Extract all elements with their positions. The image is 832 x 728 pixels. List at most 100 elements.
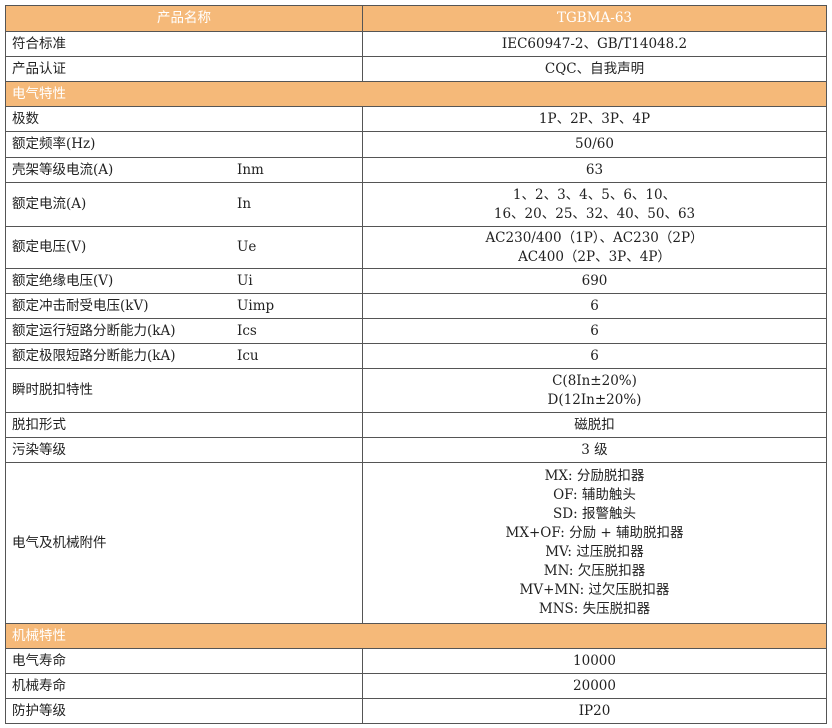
- row-value: MX+OF: 分励 + 辅助脱扣器: [505, 525, 684, 541]
- row-value-cell: 20000: [362, 673, 827, 699]
- row-value: IP20: [578, 702, 611, 719]
- row-value: AC400（2P、3P、4P）: [518, 248, 671, 265]
- table-row: 机械寿命 20000: [5, 673, 827, 699]
- table-row: 防护等级 IP20: [5, 698, 827, 724]
- row-value-cell: 1P、2P、3P、4P: [362, 106, 827, 132]
- row-value-cell: 1、2、3、4、5、6、10、 16、20、25、32、40、50、63: [362, 182, 827, 227]
- row-label: 防护等级: [12, 702, 66, 719]
- row-label: 额定冲击耐受电压(kV): [12, 297, 149, 314]
- row-symbol: In: [237, 196, 252, 212]
- row-symbol: Icu: [237, 347, 259, 364]
- row-value-cell: 690: [362, 268, 827, 294]
- row-label: 额定绝缘电压(V): [12, 272, 114, 289]
- row-value: 6: [590, 347, 599, 364]
- row-value: CQC、自我声明: [544, 60, 645, 77]
- table-row: 产品认证 CQC、自我声明: [5, 56, 827, 82]
- row-value: 10000: [573, 652, 616, 669]
- table-row: 额定电流(A) In 1、2、3、4、5、6、10、 16、20、25、32、40、5…: [5, 182, 827, 227]
- row-symbol: Uimp: [237, 297, 275, 314]
- row-label: 机械寿命: [12, 677, 66, 694]
- table-row: 额定冲击耐受电压(kV) Uimp 6: [5, 293, 827, 319]
- section-row: 电气特性: [5, 81, 827, 107]
- row-label: 额定极限短路分断能力(kA): [12, 347, 176, 364]
- table-row: 额定运行短路分断能力(kA) Ics 6: [5, 318, 827, 344]
- row-label-cell: 产品认证: [5, 56, 363, 82]
- row-label: 瞬时脱扣特性: [12, 382, 93, 398]
- row-label-cell: 额定冲击耐受电压(kV) Uimp: [5, 293, 363, 319]
- header-label: 产品名称: [5, 5, 363, 32]
- row-value: MX: 分励脱扣器: [544, 468, 645, 484]
- row-label: 额定电流(A): [12, 196, 87, 212]
- row-value-cell: 6: [362, 318, 827, 344]
- row-symbol: Ics: [237, 322, 257, 339]
- section-title: 电气特性: [5, 81, 827, 107]
- row-label: 电气寿命: [12, 652, 66, 669]
- row-label: 极数: [12, 110, 39, 127]
- row-label: 脱扣形式: [12, 416, 66, 433]
- header-value: TGBMA-63: [362, 5, 827, 32]
- row-value-cell: CQC、自我声明: [362, 56, 827, 82]
- row-value: OF: 辅助触头: [553, 487, 636, 503]
- row-label-cell: 额定极限短路分断能力(kA) Icu: [5, 343, 363, 369]
- table-row: 额定绝缘电压(V) Ui 690: [5, 268, 827, 294]
- header-row: 产品名称 TGBMA-63: [5, 5, 827, 32]
- section-row: 机械特性: [5, 623, 827, 649]
- table-row: 壳架等级电流(A) Inm 63: [5, 157, 827, 183]
- row-label: 电气及机械附件: [12, 534, 107, 551]
- row-value-cell: IP20: [362, 698, 827, 724]
- row-value: 磁脱扣: [574, 416, 615, 433]
- row-label: 额定运行短路分断能力(kA): [12, 322, 176, 339]
- row-value-cell: 63: [362, 157, 827, 183]
- row-value-cell: AC230/400（1P）、AC230（2P） AC400（2P、3P、4P）: [362, 226, 827, 269]
- table-row: 额定频率(Hz) 50/60: [5, 131, 827, 158]
- row-label-cell: 机械寿命: [5, 673, 363, 699]
- table-row: 瞬时脱扣特性 C(8In±20%) D(12In±20%): [5, 368, 827, 413]
- row-label: 符合标准: [12, 35, 66, 52]
- row-value-cell: 磁脱扣: [362, 412, 827, 438]
- row-label-cell: 电气及机械附件: [5, 462, 363, 624]
- row-value-cell: 6: [362, 343, 827, 369]
- row-value: MV+MN: 过欠压脱扣器: [519, 582, 670, 598]
- row-value-cell: 50/60: [362, 131, 827, 158]
- row-value: 6: [590, 322, 599, 339]
- row-label-cell: 壳架等级电流(A) Inm: [5, 157, 363, 183]
- row-value: C(8In±20%): [552, 372, 637, 389]
- row-label: 污染等级: [12, 441, 66, 458]
- row-value: 1、2、3、4、5、6、10、: [512, 186, 677, 203]
- row-label-cell: 污染等级: [5, 437, 363, 463]
- table-row: 脱扣形式 磁脱扣: [5, 412, 827, 438]
- row-label-cell: 额定频率(Hz): [5, 131, 363, 158]
- row-label-cell: 额定运行短路分断能力(kA) Ics: [5, 318, 363, 344]
- table-row: 额定电压(V) Ue AC230/400（1P）、AC230（2P） AC400（2P…: [5, 226, 827, 269]
- table-row: 额定极限短路分断能力(kA) Icu 6: [5, 343, 827, 369]
- row-value: IEC60947-2、GB/T14048.2: [501, 35, 688, 52]
- table-row: 电气寿命 10000: [5, 648, 827, 674]
- spec-table: 产品名称 TGBMA-63 符合标准 IEC60947-2、GB/T14048.2…: [5, 5, 827, 724]
- row-label-cell: 额定绝缘电压(V) Ui: [5, 268, 363, 294]
- row-value: AC230/400（1P）、AC230（2P）: [485, 229, 704, 246]
- row-symbol: Ue: [237, 239, 257, 255]
- row-value: 6: [590, 297, 599, 314]
- row-value: MV: 过压脱扣器: [545, 544, 644, 560]
- row-value-cell: 10000: [362, 648, 827, 674]
- row-label-cell: 极数: [5, 106, 363, 132]
- row-label-cell: 符合标准: [5, 31, 363, 57]
- row-value: 63: [585, 161, 604, 178]
- row-label: 壳架等级电流(A): [12, 161, 114, 178]
- table-row: 符合标准 IEC60947-2、GB/T14048.2: [5, 31, 827, 57]
- row-value-cell: IEC60947-2、GB/T14048.2: [362, 31, 827, 57]
- row-value: 690: [581, 272, 608, 289]
- row-symbol: Ui: [237, 272, 253, 289]
- table-row: 污染等级 3 级: [5, 437, 827, 463]
- table-row: 极数 1P、2P、3P、4P: [5, 106, 827, 132]
- row-value: 3 级: [581, 441, 608, 458]
- row-label: 额定电压(V): [12, 239, 87, 255]
- row-value: SD: 报警触头: [553, 506, 636, 522]
- row-value-cell: 3 级: [362, 437, 827, 463]
- row-label-cell: 电气寿命: [5, 648, 363, 674]
- row-value: 1P、2P、3P、4P: [538, 110, 651, 127]
- row-value: MNS: 失压脱扣器: [538, 601, 651, 617]
- row-label-cell: 脱扣形式: [5, 412, 363, 438]
- row-label-cell: 额定电压(V) Ue: [5, 226, 363, 269]
- row-value: 50/60: [575, 136, 614, 152]
